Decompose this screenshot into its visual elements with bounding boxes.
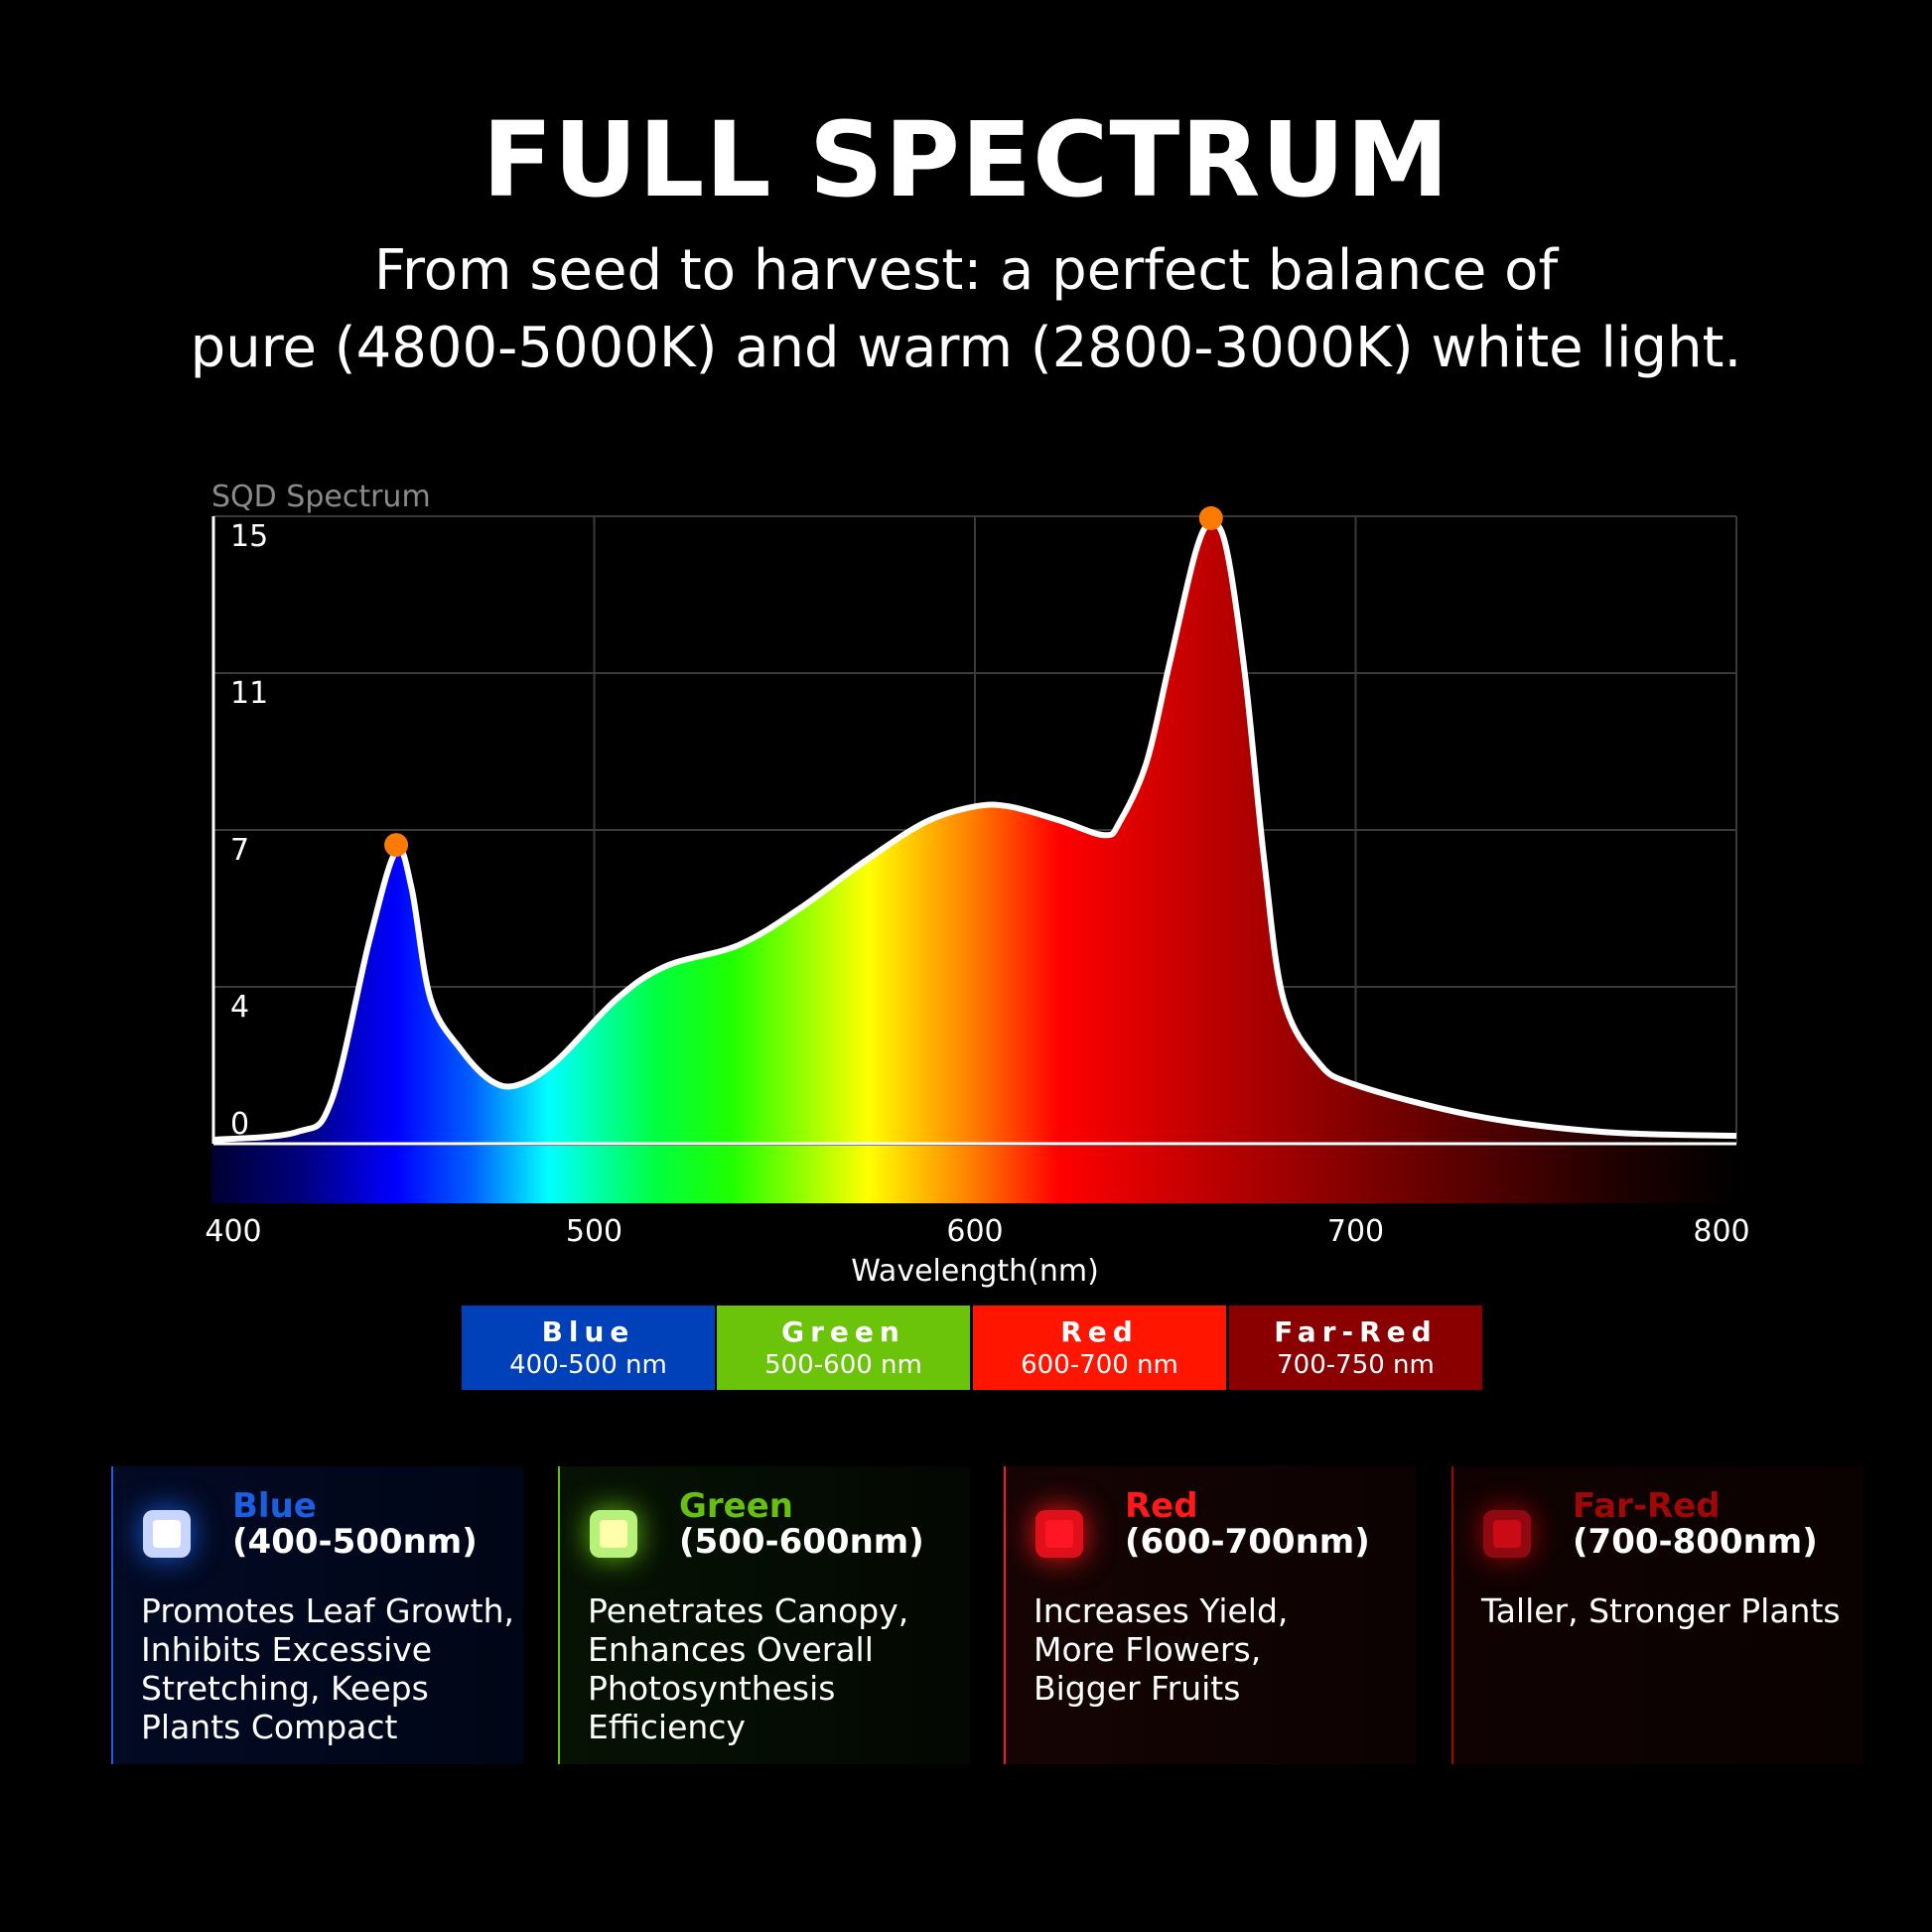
card-title: Blue (232, 1486, 317, 1526)
chart-title: SQD Spectrum (211, 480, 431, 514)
legend-name: Green (781, 1315, 905, 1348)
description-line: Taller, Stronger Plants (1481, 1591, 1841, 1630)
legend-name: Far-Red (1274, 1315, 1438, 1348)
led-chip-icon (143, 1510, 191, 1558)
led-chip-icon (1483, 1510, 1531, 1558)
card-description: Penetrates Canopy, Enhances Overall Photos… (588, 1591, 975, 1746)
card-range: (400-500nm) (232, 1522, 478, 1562)
legend-range: 700-750 nm (1277, 1350, 1435, 1380)
description-line: Enhances Overall (588, 1630, 874, 1669)
card-title: Green (679, 1486, 793, 1526)
x-tick-label: 800 (1693, 1214, 1749, 1249)
y-tick-label: 15 (230, 519, 268, 554)
info-card-red: Red (600-700nm) Increases Yield, More Flow… (1004, 1466, 1416, 1764)
legend-range: 500-600 nm (764, 1350, 922, 1380)
description-line: Efficiency (588, 1708, 746, 1746)
y-tick-label: 0 (230, 1107, 249, 1142)
card-title: Far-Red (1573, 1486, 1721, 1526)
peak-marker (384, 833, 409, 858)
legend-item-blue: Blue 400-500 nm (462, 1306, 715, 1390)
legend-item-green: Green 500-600 nm (717, 1306, 970, 1390)
x-tick-label: 400 (205, 1214, 261, 1249)
card-title: Red (1125, 1486, 1198, 1526)
y-tick-label: 11 (230, 676, 268, 711)
description-line: More Flowers, (1034, 1630, 1262, 1669)
subtitle-line-2: pure (4800-5000K) and warm (2800-3000K) … (190, 316, 1742, 380)
y-tick-label: 4 (230, 990, 249, 1025)
spectrum-area (213, 523, 1736, 1144)
description-line: Bigger Fruits (1034, 1669, 1241, 1708)
card-range: (500-600nm) (679, 1522, 924, 1562)
description-line: Increases Yield, (1034, 1591, 1289, 1630)
legend-range: 600-700 nm (1021, 1350, 1178, 1380)
legend-item-far-red: Far-Red 700-750 nm (1229, 1306, 1482, 1390)
card-range: (600-700nm) (1125, 1522, 1370, 1562)
card-description: Taller, Stronger Plants (1481, 1591, 1868, 1630)
card-description: Increases Yield, More Flowers, Bigger Frui… (1034, 1591, 1421, 1708)
card-description: Promotes Leaf Growth, Inhibits Excessive S… (141, 1591, 528, 1746)
legend-name: Red (1060, 1315, 1139, 1348)
card-range: (700-800nm) (1573, 1522, 1818, 1562)
description-line: Inhibits Excessive (141, 1630, 433, 1669)
info-card-blue: Blue (400-500nm) Promotes Leaf Growth, Inh… (111, 1466, 523, 1764)
subtitle-line-1: From seed to harvest: a perfect balance … (373, 238, 1559, 303)
y-tick-label: 7 (230, 833, 249, 868)
spectrum-color-bar (211, 1146, 1736, 1203)
legend-name: Blue (541, 1315, 635, 1348)
legend-range: 400-500 nm (509, 1350, 667, 1380)
peak-marker (1198, 505, 1223, 530)
description-line: Plants Compact (141, 1708, 398, 1746)
page-title: FULL SPECTRUM (482, 99, 1450, 220)
x-tick-label: 600 (946, 1214, 1003, 1249)
legend-item-red: Red 600-700 nm (973, 1306, 1226, 1390)
info-card-far-red: Far-Red (700-800nm) Taller, Stronger Plan… (1451, 1466, 1863, 1764)
info-card-green: Green (500-600nm) Penetrates Canopy, Enhan… (558, 1466, 970, 1764)
led-chip-icon (590, 1510, 637, 1558)
spectrum-chart: SQD Spectrum 0 4 7 11 15 400 500 600 700 800 Wave… (205, 480, 1749, 1289)
x-tick-label: 500 (566, 1214, 622, 1249)
description-line: Stretching, Keeps (141, 1669, 429, 1708)
description-line: Penetrates Canopy, (588, 1591, 909, 1630)
spectrum-line (212, 520, 1737, 1144)
led-chip-icon (1035, 1510, 1083, 1558)
description-line: Photosynthesis (588, 1669, 836, 1708)
x-tick-label: 700 (1327, 1214, 1384, 1249)
description-line: Promotes Leaf Growth, (141, 1591, 514, 1630)
x-axis-label: Wavelength(nm) (851, 1254, 1099, 1289)
